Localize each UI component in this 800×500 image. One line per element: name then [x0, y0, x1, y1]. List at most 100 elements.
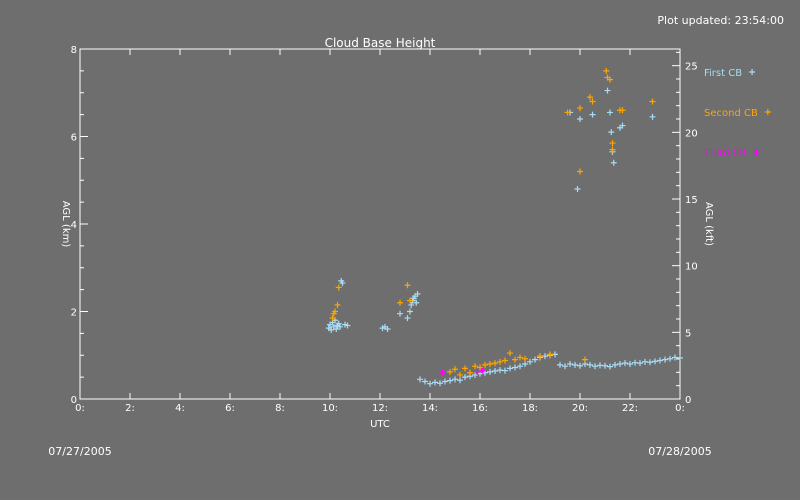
series-third-cb [439, 367, 486, 376]
y-axis-title-right: AGL (kft) [703, 202, 714, 246]
data-point [627, 361, 633, 367]
data-point [657, 357, 663, 364]
data-point [557, 361, 563, 368]
data-point [339, 280, 346, 287]
x-tick-label: 18: [522, 403, 538, 414]
data-point [507, 350, 513, 357]
start-date-label: 07/27/2005 [48, 445, 111, 458]
x-tick-label: 6: [225, 403, 235, 414]
data-point [413, 299, 420, 306]
data-point [602, 362, 608, 369]
data-point [439, 369, 446, 376]
y-tick-label: 8 [71, 45, 77, 56]
data-point [577, 105, 583, 112]
x-tick-label: 16: [472, 403, 488, 414]
data-point [335, 284, 342, 291]
x-tick-label: 12: [372, 403, 388, 414]
plot-updated-timestamp: Plot updated: 23:54:00 [657, 14, 784, 27]
data-point [447, 368, 453, 375]
x-tick-label: 14: [422, 403, 438, 414]
data-point [652, 358, 658, 365]
data-point [622, 360, 628, 367]
data-point [407, 308, 413, 315]
data-point [437, 380, 443, 387]
data-point [612, 361, 618, 368]
y-tick-label: 4 [71, 220, 77, 231]
data-point [482, 361, 488, 368]
y-right-tick-label: 0 [685, 395, 691, 406]
data-point [582, 356, 588, 363]
y-tick-label: 6 [71, 133, 77, 144]
legend-label: Third CB [703, 148, 747, 159]
data-point [592, 363, 598, 370]
legend-marker [753, 149, 760, 155]
x-tick-label: 0: [675, 403, 685, 414]
data-point [577, 168, 583, 175]
data-point [564, 109, 571, 116]
y-right-tick-label: 25 [685, 62, 698, 73]
data-point [512, 356, 518, 363]
data-point [607, 363, 613, 370]
data-point [447, 377, 453, 384]
y-right-tick-label: 20 [685, 128, 698, 139]
data-point [677, 354, 683, 361]
data-points [325, 67, 683, 387]
series-first-cb [325, 87, 683, 387]
data-point [567, 361, 573, 367]
data-point [607, 109, 613, 116]
x-tick-label: 4: [175, 403, 185, 414]
data-point [497, 358, 503, 365]
legend-marker [764, 109, 771, 115]
end-date-label: 07/28/2005 [648, 445, 711, 458]
y-axis-left: 0 2 4 6 8 [71, 45, 88, 406]
data-point [607, 76, 613, 83]
data-point [404, 282, 411, 289]
data-point [397, 310, 403, 317]
data-point [337, 323, 343, 330]
data-point [472, 363, 478, 370]
x-tick-label: 0: [75, 403, 85, 414]
data-point [462, 374, 468, 381]
data-point [384, 326, 391, 332]
data-point [502, 357, 508, 364]
data-point [608, 129, 615, 136]
data-point [649, 113, 656, 120]
data-point [422, 378, 428, 385]
y-right-tick-label: 15 [685, 195, 698, 206]
data-point [477, 364, 483, 371]
series-second-cb [329, 67, 656, 378]
legend-label: First CB [704, 68, 742, 79]
data-point [492, 360, 498, 367]
data-point [522, 361, 528, 367]
data-point [334, 301, 341, 308]
data-point [452, 376, 458, 383]
data-point [492, 368, 498, 374]
data-point [414, 291, 421, 297]
chart-title: Cloud Base Height [325, 36, 436, 50]
data-point [617, 361, 623, 367]
data-point [603, 67, 610, 74]
data-point [417, 376, 423, 383]
x-tick-label: 10: [322, 403, 338, 414]
y-right-tick-label: 5 [685, 328, 691, 339]
data-point [427, 380, 433, 387]
data-point [547, 351, 553, 358]
x-tick-label: 2: [125, 403, 135, 414]
data-point [474, 368, 481, 375]
data-point [404, 315, 411, 322]
data-point [619, 122, 626, 129]
y-tick-label: 2 [71, 308, 77, 319]
x-tick-label: 8: [275, 403, 285, 414]
data-point [532, 356, 538, 363]
legend-marker [749, 69, 756, 75]
data-point [487, 361, 493, 367]
data-point [472, 371, 478, 378]
data-point [604, 87, 611, 94]
data-point [457, 371, 463, 378]
x-tick-label: 22: [622, 403, 638, 414]
data-point [610, 159, 617, 166]
data-point [442, 378, 448, 385]
data-point [587, 94, 593, 101]
